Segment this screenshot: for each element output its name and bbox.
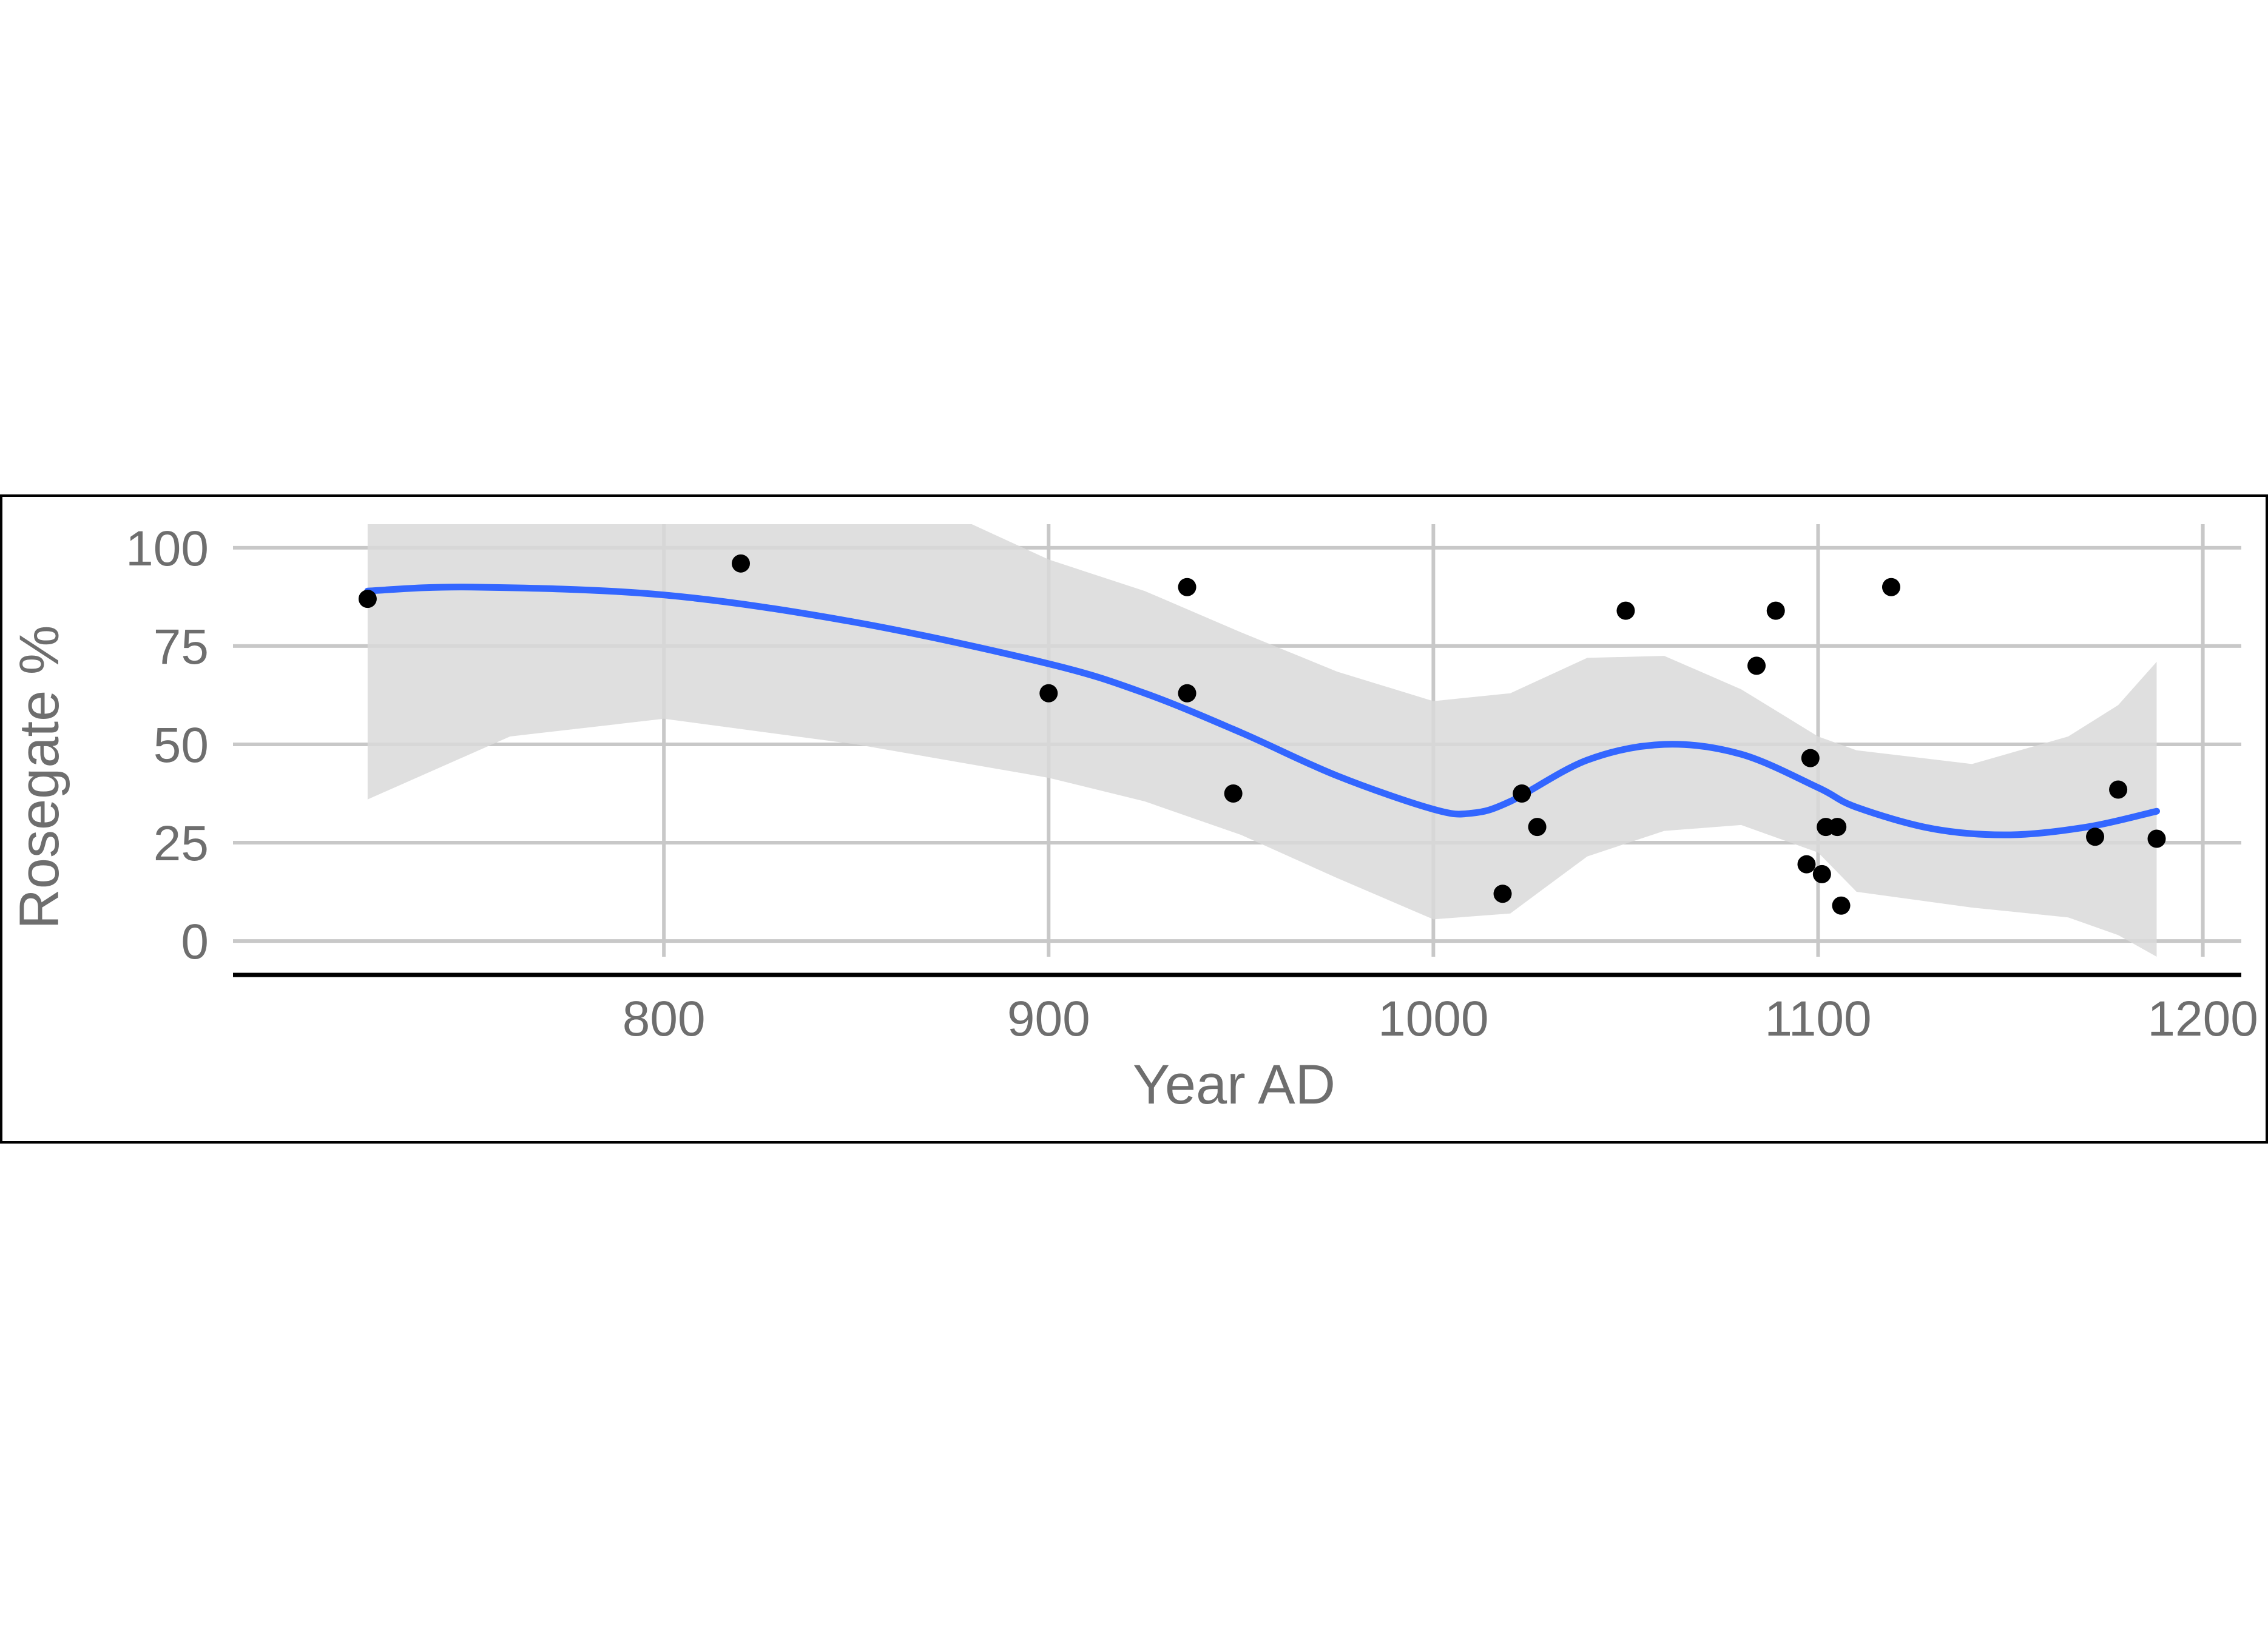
x-tick-label: 1000: [1378, 991, 1488, 1046]
y-tick-label: 0: [181, 914, 209, 969]
y-axis-title: Rosegate %: [8, 625, 70, 929]
y-tick-label: 50: [154, 718, 209, 773]
y-tick-label: 25: [154, 816, 209, 871]
smooth-trend-line: [364, 584, 2160, 838]
tick-labels-layer: 800 900 1000 1100 1200 0 25 50 75 100: [126, 521, 2258, 1046]
y-tick-label: 100: [126, 521, 209, 576]
data-point: [1882, 578, 1900, 596]
data-point: [1828, 818, 1847, 837]
data-point: [1039, 684, 1058, 703]
data-point: [358, 590, 377, 608]
data-point: [1812, 864, 1831, 883]
data-point: [1178, 578, 1196, 596]
data-point: [1766, 601, 1785, 620]
data-point: [1747, 656, 1766, 675]
data-point: [1178, 684, 1196, 703]
data-point: [1493, 885, 1512, 903]
data-point: [1797, 855, 1816, 874]
data-point: [2109, 780, 2128, 799]
data-point: [2086, 827, 2105, 846]
data-points-layer: [358, 554, 2166, 915]
x-tick-label: 800: [623, 991, 706, 1046]
scatter-chart: 800 900 1000 1100 1200 0 25 50 75 100 Year AD Ros…: [8, 521, 2258, 1116]
data-point: [732, 554, 751, 573]
x-axis-title: Year AD: [1133, 1054, 1335, 1116]
smooth-line-layer: [364, 584, 2160, 838]
data-point: [1528, 818, 1547, 837]
x-tick-label: 900: [1007, 991, 1090, 1046]
data-point: [1832, 896, 1851, 915]
x-tick-label: 1200: [2147, 991, 2258, 1046]
data-point: [1801, 749, 1820, 767]
data-point: [1224, 784, 1243, 803]
data-point: [1616, 601, 1635, 620]
y-tick-label: 75: [154, 619, 209, 675]
data-point: [1513, 784, 1531, 803]
chart-frame: 800 900 1000 1100 1200 0 25 50 75 100 Year AD Ros…: [0, 494, 2268, 1144]
data-point: [2147, 829, 2166, 848]
x-tick-label: 1100: [1764, 991, 1871, 1046]
